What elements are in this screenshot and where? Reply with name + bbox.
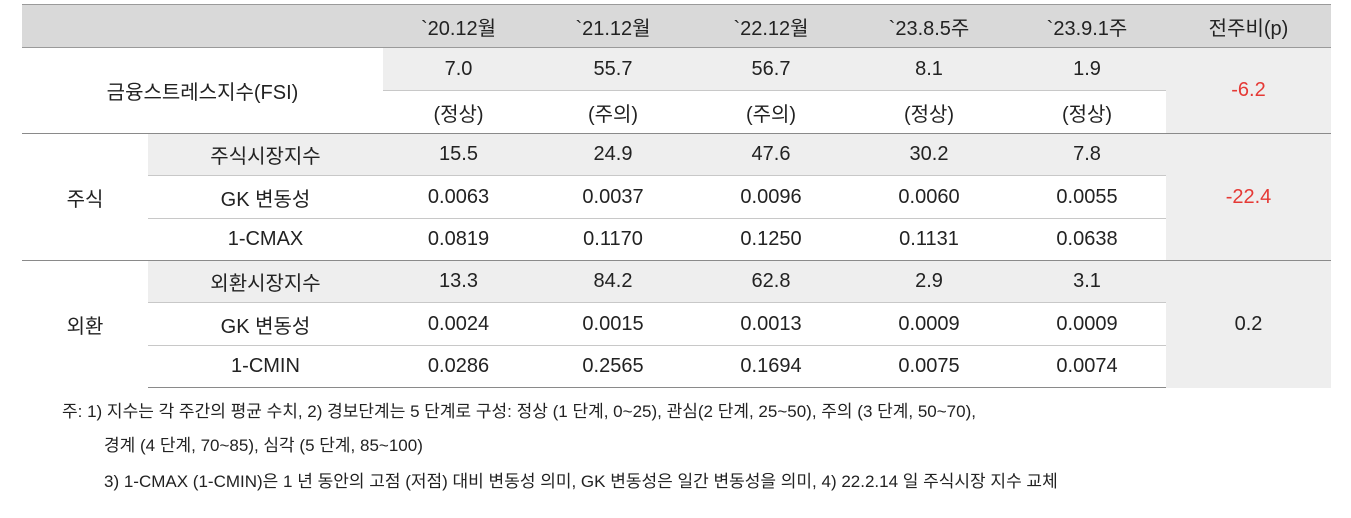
value-cell: 0.0075: [850, 345, 1008, 388]
section-label: 금융스트레스지수(FSI): [22, 47, 383, 134]
value-cell: (주의): [692, 90, 850, 134]
value-cell: 3.1: [1008, 260, 1166, 303]
header-row: `20.12월 `21.12월 `22.12월 `23.8.5주 `23.9.1주 전주비…: [22, 4, 1331, 48]
value-cell: 13.3: [383, 260, 534, 303]
value-cell: 0.0063: [383, 175, 534, 219]
value-cell: 0.0009: [850, 302, 1008, 346]
stress-table: `20.12월 `21.12월 `22.12월 `23.8.5주 `23.9.1주 전주비…: [22, 4, 1331, 388]
value-cell: 7.8: [1008, 133, 1166, 176]
change-cell: 0.2: [1166, 260, 1331, 388]
row-label: 외환시장지수: [148, 260, 383, 303]
value-cell: 0.0819: [383, 218, 534, 261]
table-row: 1-CMAX 0.0819 0.1170 0.1250 0.1131 0.0638: [22, 218, 1331, 261]
change-cell: -6.2: [1166, 47, 1331, 134]
table-row: GK 변동성 0.0024 0.0015 0.0013 0.0009 0.0009: [22, 302, 1331, 346]
value-cell: (정상): [383, 90, 534, 134]
value-cell: 0.1170: [534, 218, 692, 261]
value-cell: 0.0013: [692, 302, 850, 346]
column-header: `21.12월: [534, 4, 692, 48]
value-cell: 24.9: [534, 133, 692, 176]
value-cell: 62.8: [692, 260, 850, 303]
note: 경계 (4 단계, 70~85), 심각 (5 단계, 85~100): [104, 436, 423, 455]
value-cell: 56.7: [692, 47, 850, 91]
value-cell: 0.1250: [692, 218, 850, 261]
value-cell: 1.9: [1008, 47, 1166, 91]
table-row: GK 변동성 0.0063 0.0037 0.0096 0.0060 0.0055: [22, 175, 1331, 219]
change-cell: -22.4: [1166, 133, 1331, 261]
column-header: `23.9.1주: [1008, 4, 1166, 48]
value-cell: 84.2: [534, 260, 692, 303]
value-cell: 0.0015: [534, 302, 692, 346]
value-cell: 0.0074: [1008, 345, 1166, 388]
column-header: `22.12월: [692, 4, 850, 48]
note: 3) 1-CMAX (1-CMIN)은 1 년 동안의 고점 (저점) 대비 변…: [104, 472, 1058, 491]
table-row: 주식 주식시장지수 15.5 24.9 47.6 30.2 7.8 -22.4: [22, 133, 1331, 261]
value-cell: 0.0024: [383, 302, 534, 346]
value-cell: 0.0638: [1008, 218, 1166, 261]
column-header: 전주비(p): [1166, 4, 1331, 48]
value-cell: 8.1: [850, 47, 1008, 91]
row-label: GK 변동성: [148, 302, 383, 346]
value-cell: 47.6: [692, 133, 850, 176]
table-row: (정상) (주의) (주의) (정상) (정상): [22, 90, 1331, 134]
value-cell: 0.0286: [383, 345, 534, 388]
table-row: 외환 외환시장지수 13.3 84.2 62.8 2.9 3.1 0.2: [22, 260, 1331, 388]
value-cell: 0.0055: [1008, 175, 1166, 219]
value-cell: 0.1131: [850, 218, 1008, 261]
header-blank: [22, 4, 383, 48]
column-header: `20.12월: [383, 4, 534, 48]
section-label: 주식: [22, 133, 148, 261]
row-label: 1-CMIN: [148, 345, 383, 388]
value-cell: 55.7: [534, 47, 692, 91]
table-row: 금융스트레스지수(FSI) 7.0 55.7 56.7 8.1 1.9 -6.2: [22, 47, 1331, 134]
note: 주: 1) 지수는 각 주간의 평균 수치, 2) 경보단계는 5 단계로 구성…: [62, 402, 976, 421]
value-cell: 0.1694: [692, 345, 850, 388]
row-label: 1-CMAX: [148, 218, 383, 261]
section-label: 외환: [22, 260, 148, 388]
column-header: `23.8.5주: [850, 4, 1008, 48]
value-cell: (정상): [850, 90, 1008, 134]
value-cell: (정상): [1008, 90, 1166, 134]
value-cell: (주의): [534, 90, 692, 134]
value-cell: 0.0096: [692, 175, 850, 219]
value-cell: 2.9: [850, 260, 1008, 303]
value-cell: 7.0: [383, 47, 534, 91]
value-cell: 0.0009: [1008, 302, 1166, 346]
value-cell: 30.2: [850, 133, 1008, 176]
row-label: 주식시장지수: [148, 133, 383, 176]
value-cell: 0.0060: [850, 175, 1008, 219]
value-cell: 0.0037: [534, 175, 692, 219]
value-cell: 15.5: [383, 133, 534, 176]
row-label: GK 변동성: [148, 175, 383, 219]
table-row: 1-CMIN 0.0286 0.2565 0.1694 0.0075 0.0074: [22, 345, 1331, 388]
value-cell: 0.2565: [534, 345, 692, 388]
